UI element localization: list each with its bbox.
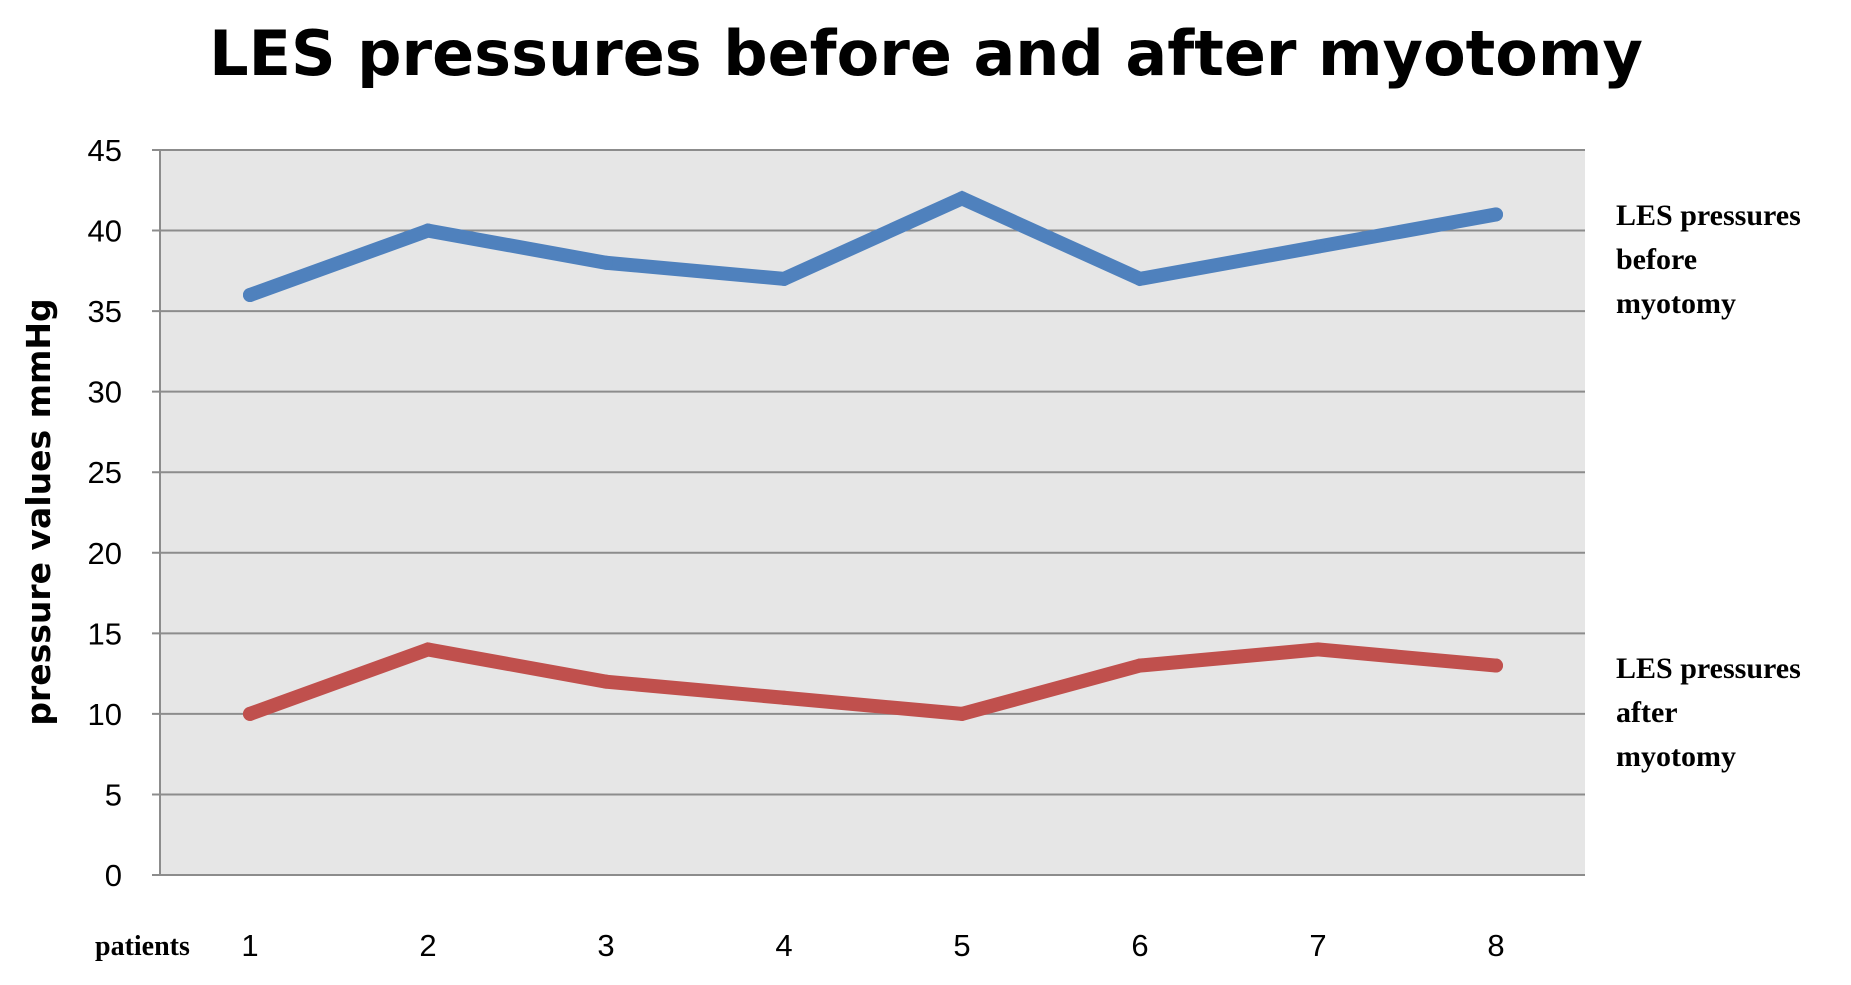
data-point [1133, 658, 1147, 673]
x-tick-label: 2 [419, 928, 436, 963]
data-point [777, 271, 791, 286]
legend-entry-2-line: LES pressures [1616, 652, 1801, 685]
data-point [243, 288, 257, 302]
y-tick-label: 5 [105, 777, 122, 812]
series-lines [243, 190, 1503, 721]
y-tick-label: 30 [88, 375, 122, 410]
legend-entry-1-line: myotomy [1616, 287, 1736, 320]
data-point [421, 642, 435, 657]
y-tick-label: 25 [88, 455, 122, 490]
series-line-2 [243, 642, 1503, 721]
series-line-1 [243, 190, 1503, 302]
x-tick-label: 7 [1309, 928, 1326, 963]
data-point [777, 690, 791, 705]
y-tick-label: 15 [88, 616, 122, 651]
legend-entry-2-line: after [1616, 696, 1678, 729]
chart-title: LES pressures before and after myotomy [209, 17, 1643, 90]
legend-entry-1-line: LES pressures [1616, 199, 1801, 232]
y-tick-label: 0 [105, 858, 122, 893]
x-axis-label: patients [95, 931, 190, 962]
data-point [243, 706, 257, 721]
x-tick-label: 8 [1487, 928, 1504, 963]
legend-entry-1-line: before [1616, 243, 1697, 276]
x-tick-label: 1 [241, 928, 258, 963]
x-tick-label: 6 [1131, 928, 1148, 963]
y-tick-label: 40 [88, 214, 122, 249]
legend-entry-2-line: myotomy [1616, 740, 1736, 773]
legend: LES pressures before myotomy LES pressures a… [1616, 199, 1801, 773]
x-tick-label: 3 [597, 928, 614, 963]
data-point [955, 706, 969, 721]
x-tick-label: 5 [953, 928, 970, 963]
data-point [1489, 207, 1503, 222]
x-tick-label: 4 [775, 928, 792, 963]
data-point [1311, 642, 1325, 657]
y-tick-label: 10 [88, 697, 122, 732]
data-point [421, 223, 435, 238]
gridlines [152, 149, 1585, 876]
data-point [599, 674, 613, 689]
y-tick-label: 20 [88, 536, 122, 571]
x-axis-ticks: 1 2 3 4 5 6 7 8 [241, 928, 1504, 963]
data-point [955, 191, 969, 206]
y-axis-label: pressure values mmHg [19, 298, 58, 725]
data-point [599, 255, 613, 270]
data-point [1311, 239, 1325, 254]
y-tick-label: 35 [88, 294, 122, 329]
y-axis-ticks: 0 5 10 15 20 25 30 35 40 45 [88, 133, 122, 893]
data-point [1489, 658, 1503, 673]
data-point [1133, 271, 1147, 286]
y-tick-label: 45 [88, 133, 122, 168]
plot-area [160, 150, 1585, 875]
